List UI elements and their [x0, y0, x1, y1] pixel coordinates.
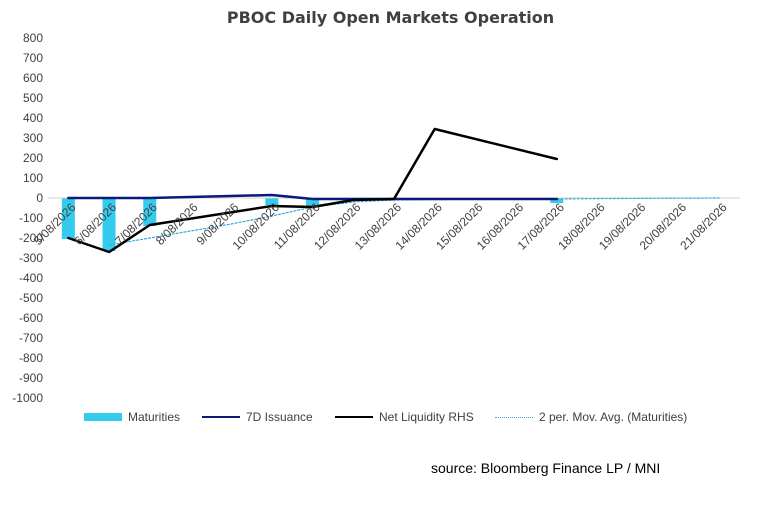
series-lines: [67, 127, 721, 254]
y-tick-label: 800: [23, 31, 43, 45]
legend-swatch-moving-avg: [495, 416, 533, 418]
legend-label: Maturities: [128, 410, 181, 424]
y-tick-label: 500: [23, 91, 43, 105]
y-tick-label: -500: [19, 291, 43, 305]
maturities-bar: [143, 198, 157, 226]
y-tick-label: -600: [19, 311, 43, 325]
y-tick-label: 600: [23, 71, 43, 85]
chart-title: PBOC Daily Open Markets Operation: [226, 8, 555, 27]
legend-item-7d-issuance: 7D Issuance: [202, 410, 313, 424]
x-axis: 5/08/20266/08/20267/08/20268/08/20269/08…: [31, 200, 730, 253]
maturities-bar: [306, 198, 320, 206]
y-tick-label: -700: [19, 331, 43, 345]
y-tick-label: -300: [19, 251, 43, 265]
y-tick-label: -100: [19, 211, 43, 225]
legend-label: 2 per. Mov. Avg. (Maturities): [539, 410, 688, 424]
y-tick-label: 0: [36, 191, 43, 205]
y-tick-label: -1000: [12, 391, 43, 405]
source-note: source: Bloomberg Finance LP / MNI: [431, 460, 661, 476]
y-tick-label: -800: [19, 351, 43, 365]
issuance-line: [67, 193, 559, 201]
legend: Maturities 7D Issuance Net Liquidity RHS…: [0, 410, 781, 430]
y-tick-label: 200: [23, 151, 43, 165]
legend-item-moving-avg: 2 per. Mov. Avg. (Maturities): [495, 410, 687, 424]
y-tick-label: -200: [19, 231, 43, 245]
y-tick-label: 400: [23, 111, 43, 125]
legend-label: 7D Issuance: [246, 410, 313, 424]
legend-item-net-liquidity: Net Liquidity RHS: [335, 410, 474, 424]
legend-swatch-maturities: [84, 413, 122, 421]
net-liquidity-line: [67, 127, 559, 254]
maturities-bars: [61, 198, 564, 251]
y-axis: 800 700 600 500 400 300 200 100 0 -100 -200 -300 -40…: [12, 31, 43, 405]
y-tick-label: 300: [23, 131, 43, 145]
maturities-bar: [102, 198, 116, 251]
legend-item-maturities: Maturities: [84, 410, 180, 424]
y-tick-label: -400: [19, 271, 43, 285]
y-tick-label: 100: [23, 171, 43, 185]
legend-swatch-net-liquidity: [335, 416, 373, 418]
legend-label: Net Liquidity RHS: [379, 410, 474, 424]
maturities-bar: [61, 198, 75, 239]
maturities-bar: [550, 198, 564, 203]
maturities-bar: [265, 198, 279, 205]
y-tick-label: 700: [23, 51, 43, 65]
y-tick-label: -900: [19, 371, 43, 385]
legend-swatch-7d-issuance: [202, 416, 240, 418]
